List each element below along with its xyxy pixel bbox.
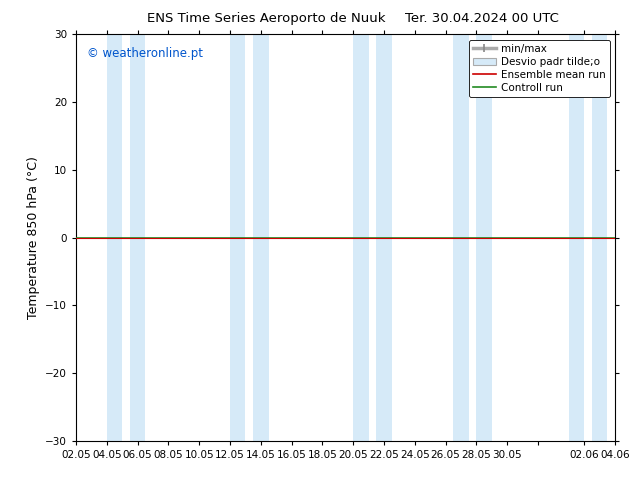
Bar	[107, 34, 122, 441]
Bar	[230, 34, 245, 441]
Bar	[453, 34, 469, 441]
Bar	[130, 34, 145, 441]
Legend: min/max, Desvio padr tilde;o, Ensemble mean run, Controll run: min/max, Desvio padr tilde;o, Ensemble m…	[469, 40, 610, 97]
Y-axis label: Temperature 850 hPa (°C): Temperature 850 hPa (°C)	[27, 156, 39, 319]
Bar	[592, 34, 607, 441]
Text: © weatheronline.pt: © weatheronline.pt	[87, 47, 203, 59]
Text: Ter. 30.04.2024 00 UTC: Ter. 30.04.2024 00 UTC	[405, 12, 559, 25]
Text: ENS Time Series Aeroporto de Nuuk: ENS Time Series Aeroporto de Nuuk	[147, 12, 385, 25]
Bar	[569, 34, 584, 441]
Bar	[476, 34, 492, 441]
Bar	[353, 34, 368, 441]
Bar	[377, 34, 392, 441]
Bar	[253, 34, 269, 441]
